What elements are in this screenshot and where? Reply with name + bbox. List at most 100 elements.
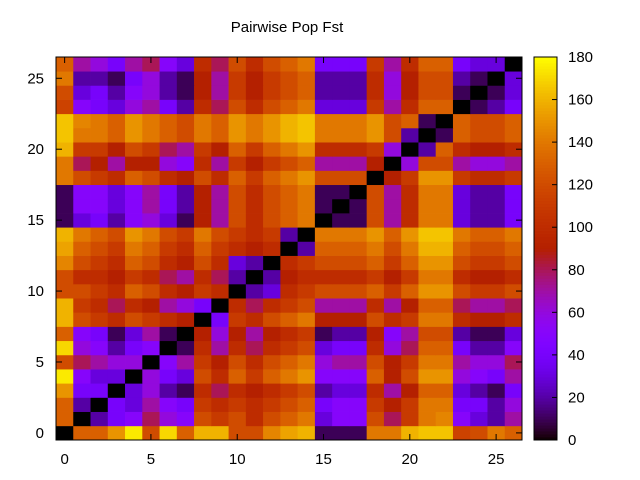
heatmap-cell [263, 241, 281, 256]
heatmap-cell [504, 241, 523, 256]
heatmap-cell [280, 283, 298, 299]
heatmap-cell [125, 156, 143, 171]
heatmap-cell [297, 170, 316, 186]
heatmap-cell [90, 425, 109, 441]
heatmap-cell [73, 113, 91, 129]
heatmap-cell [504, 170, 523, 186]
chart-title: Pairwise Pop Fst [231, 19, 344, 36]
heatmap-cell [56, 425, 74, 441]
colorbar-segment [534, 266, 557, 270]
colorbar-segment [534, 413, 557, 417]
heatmap-cell [349, 283, 368, 299]
heatmap-cell [401, 85, 419, 100]
colorbar-segment [534, 263, 557, 267]
heatmap-cell [383, 198, 402, 214]
heatmap-cell [142, 397, 160, 412]
heatmap-cell [349, 170, 368, 186]
heatmap-cell [332, 383, 350, 398]
heatmap-cell [383, 283, 402, 299]
colorbar-segment [534, 314, 557, 318]
heatmap-cell [383, 213, 402, 228]
heatmap-cell [245, 57, 264, 72]
heatmap-cell [73, 156, 91, 171]
colorbar-tick-label: 140 [568, 134, 593, 151]
heatmap-cell [487, 411, 506, 427]
x-tick-label: 15 [315, 451, 332, 468]
heatmap-cell [56, 369, 74, 384]
heatmap-cell [435, 170, 454, 186]
colorbar-segment [534, 125, 557, 130]
colorbar-ticks: 0 20 40 60 80 100 120 140 160 180 [552, 49, 593, 449]
heatmap-cell [470, 369, 488, 384]
heatmap-cell [73, 184, 91, 200]
heatmap-cell [452, 113, 471, 129]
heatmap-cell [263, 57, 281, 72]
heatmap-cell [332, 354, 350, 370]
heatmap-cell [418, 298, 437, 313]
heatmap-cell [56, 312, 74, 327]
heatmap-cell [159, 57, 178, 72]
colorbar-segment [534, 59, 557, 64]
heatmap-cell [73, 127, 91, 143]
heatmap-cell [401, 57, 419, 72]
colorbar-segment [534, 296, 557, 300]
heatmap-cell [366, 170, 385, 186]
heatmap-cell [297, 198, 316, 214]
heatmap-cell [159, 354, 178, 370]
heatmap-cell [383, 425, 402, 441]
heatmap-cell [280, 269, 298, 285]
heatmap-cell [452, 326, 471, 342]
heatmap-cell [280, 184, 298, 200]
colorbar-segment [534, 140, 557, 145]
heatmap-cell [73, 142, 91, 157]
heatmap-cell [263, 326, 281, 342]
heatmap-cell [470, 127, 488, 143]
heatmap-cell [366, 99, 385, 115]
heatmap-cell [349, 425, 368, 441]
heatmap-cell [228, 411, 247, 427]
heatmap-cell [228, 85, 247, 100]
heatmap-cell [211, 71, 229, 86]
heatmap-cell [142, 227, 160, 242]
heatmap-cell [470, 354, 488, 370]
heatmap-cell [401, 312, 419, 327]
heatmap-cell [176, 383, 195, 398]
heatmap-cell [263, 269, 281, 285]
heatmap-cell [349, 312, 368, 327]
heatmap-cell [194, 312, 212, 327]
heatmap-cell [314, 184, 333, 200]
heatmap-cell [487, 227, 506, 242]
heatmap-cell [107, 383, 126, 398]
heatmap-cell [194, 340, 212, 356]
heatmap-cell [142, 255, 160, 271]
heatmap-cell [125, 71, 143, 86]
heatmap-cell [504, 71, 523, 86]
heatmap-cell [418, 354, 437, 370]
heatmap-cell [487, 312, 506, 327]
heatmap-cell [245, 425, 264, 441]
heatmap-cell [90, 312, 109, 327]
heatmap-cell [452, 71, 471, 86]
heatmap-cell [332, 269, 350, 285]
heatmap-cell [297, 354, 316, 370]
colorbar-segment [534, 92, 557, 97]
heatmap-cell [452, 142, 471, 157]
heatmap-cell [452, 354, 471, 370]
heatmap-cell [470, 397, 488, 412]
heatmap-cell [487, 184, 506, 200]
heatmap-cell [73, 170, 91, 186]
heatmap-cell [383, 411, 402, 427]
colorbar-segment [534, 179, 557, 184]
heatmap-cell [366, 397, 385, 412]
heatmap-cell [159, 142, 178, 157]
heatmap-cell [487, 99, 506, 115]
heatmap-cell [349, 127, 368, 143]
heatmap-cell [332, 411, 350, 427]
heatmap-cell [314, 170, 333, 186]
heatmap-cell [280, 255, 298, 271]
heatmap-cell [211, 156, 229, 171]
heatmap-cell [56, 283, 74, 299]
heatmap-cell [263, 383, 281, 398]
heatmap-cell [383, 57, 402, 72]
heatmap-cell [211, 142, 229, 157]
